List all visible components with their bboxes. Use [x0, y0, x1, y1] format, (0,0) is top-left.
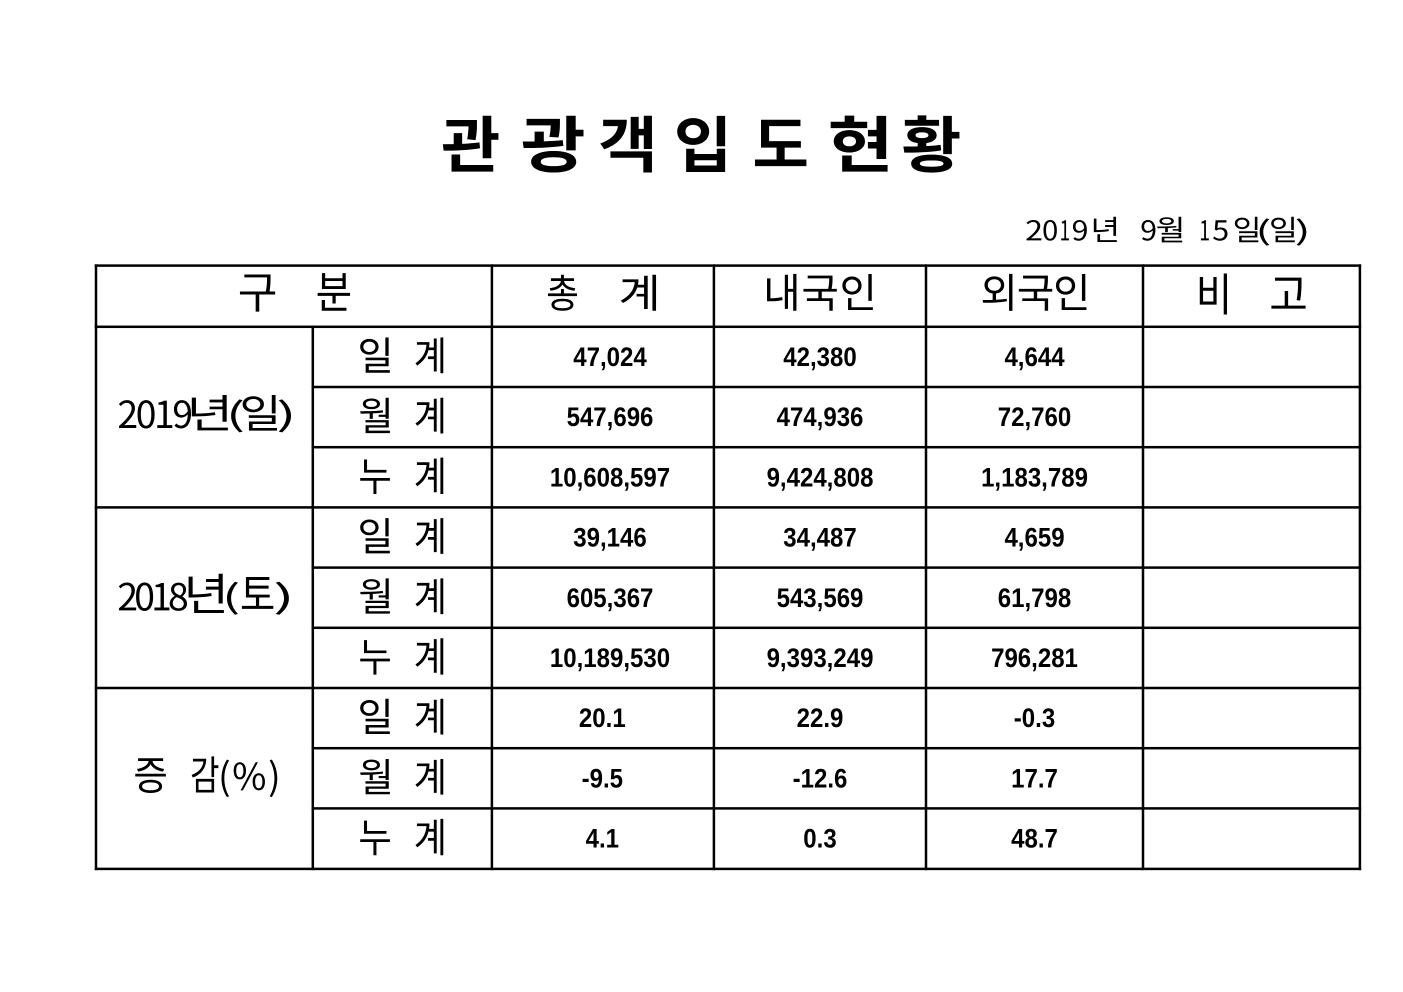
- svg-text:0.3: 0.3: [803, 824, 836, 854]
- svg-text:4,644: 4,644: [1004, 343, 1065, 373]
- svg-text:796,281: 796,281: [991, 644, 1078, 674]
- svg-text:9,424,808: 9,424,808: [767, 463, 874, 493]
- svg-text:72,760: 72,760: [998, 403, 1071, 433]
- svg-text:61,798: 61,798: [998, 584, 1071, 614]
- svg-text:9,393,249: 9,393,249: [767, 644, 874, 674]
- svg-text:474,936: 474,936: [777, 403, 864, 433]
- svg-text:22.9: 22.9: [797, 704, 844, 734]
- svg-text:10,608,597: 10,608,597: [550, 463, 670, 493]
- svg-text:-0.3: -0.3: [1014, 704, 1055, 734]
- svg-text:-12.6: -12.6: [793, 764, 848, 794]
- svg-text:605,367: 605,367: [567, 584, 654, 614]
- svg-text:4.1: 4.1: [586, 824, 619, 854]
- svg-text:42,380: 42,380: [783, 343, 856, 373]
- svg-text:39,146: 39,146: [573, 523, 646, 553]
- svg-text:547,696: 547,696: [567, 403, 654, 433]
- svg-text:17.7: 17.7: [1011, 764, 1058, 794]
- svg-text:20.1: 20.1: [579, 704, 626, 734]
- svg-text:-9.5: -9.5: [582, 764, 623, 794]
- svg-text:543,569: 543,569: [777, 584, 864, 614]
- svg-text:1,183,789: 1,183,789: [981, 463, 1088, 493]
- svg-text:48.7: 48.7: [1011, 824, 1058, 854]
- svg-text:47,024: 47,024: [573, 343, 647, 373]
- svg-text:34,487: 34,487: [783, 523, 856, 553]
- svg-text:10,189,530: 10,189,530: [550, 644, 670, 674]
- svg-text:4,659: 4,659: [1004, 523, 1064, 553]
